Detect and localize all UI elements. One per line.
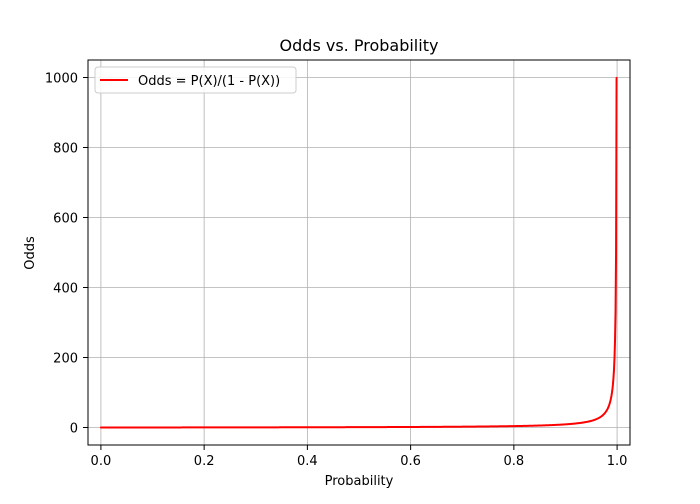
plot-frame <box>87 59 631 446</box>
y-tick-label: 0 <box>70 422 78 437</box>
x-tick-label: 1.0 <box>607 454 628 469</box>
y-tick-label: 400 <box>53 282 78 297</box>
y-tick-label: 200 <box>53 352 78 367</box>
y-tick-label: 800 <box>53 142 78 157</box>
x-tick-label: 0.4 <box>297 454 318 469</box>
y-axis-label: Odds <box>23 236 38 270</box>
tick-marks <box>83 77 618 450</box>
odds-series-line <box>99 76 618 429</box>
series-layer <box>99 76 618 429</box>
legend: Odds = P(X)/(1 - P(X)) <box>94 66 297 94</box>
x-tick-label: 0.6 <box>400 454 421 469</box>
legend-box <box>94 66 297 94</box>
chart-title: Odds vs. Probability <box>280 36 439 55</box>
y-tick-label: 600 <box>53 212 78 227</box>
plot-area <box>88 60 630 445</box>
legend-series-label: Odds = P(X)/(1 - P(X)) <box>138 74 280 89</box>
x-axis-label: Probability <box>325 474 394 489</box>
grid-lines <box>88 60 630 445</box>
x-tick-label: 0.8 <box>504 454 525 469</box>
y-tick-labels: 0 200 400 600 800 1000 <box>45 72 78 437</box>
x-tick-label: 0.2 <box>194 454 215 469</box>
x-tick-label: 0.0 <box>91 454 112 469</box>
y-tick-label: 1000 <box>45 72 78 87</box>
x-tick-labels: 0.0 0.2 0.4 0.6 0.8 1.0 <box>91 454 628 469</box>
